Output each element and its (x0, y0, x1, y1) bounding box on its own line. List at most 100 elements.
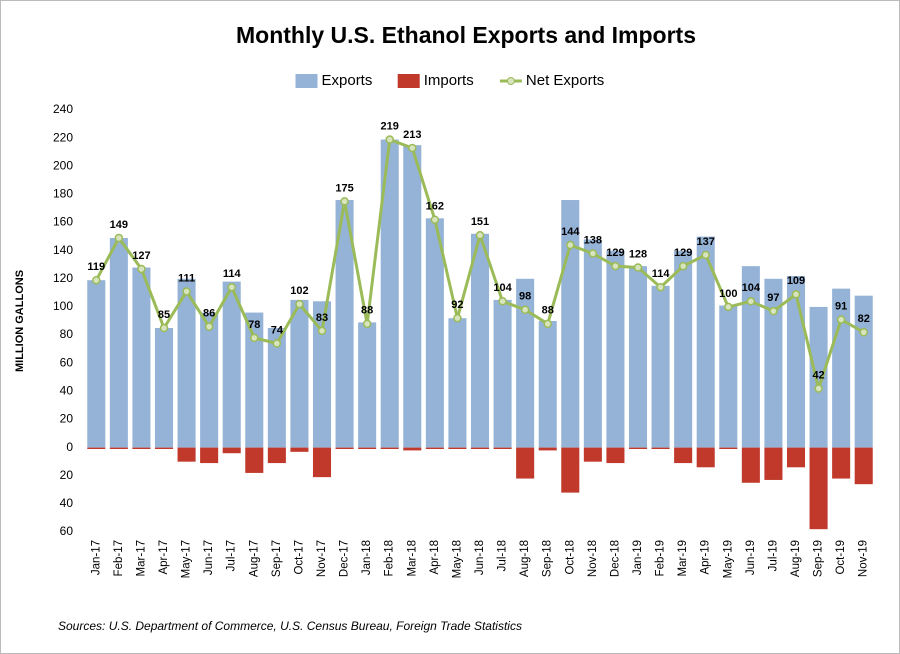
data-label: 82 (858, 313, 870, 325)
point (204, 322, 214, 331)
point (836, 315, 846, 324)
y-tick-label: 200 (53, 158, 73, 172)
bar (335, 447, 354, 450)
x-tick-label: Nov-18 (587, 540, 599, 577)
x-tick-label: Apr-17 (158, 540, 170, 575)
bar (470, 233, 490, 448)
bar (312, 447, 332, 478)
bar (154, 447, 174, 450)
bar (448, 318, 467, 448)
x-tick-label: Apr-18 (429, 540, 441, 575)
point (678, 261, 688, 271)
legend-label: Imports (424, 72, 474, 89)
bar (380, 447, 399, 450)
bar (154, 328, 174, 448)
point (408, 143, 417, 153)
point (656, 282, 665, 292)
bar (832, 288, 851, 448)
y-tick-label: 220 (53, 130, 73, 144)
bar (132, 267, 151, 448)
x-tick-label: Feb-19 (655, 540, 667, 576)
data-label: 129 (606, 247, 624, 259)
y-tick-label: 120 (53, 271, 73, 285)
x-tick-label: Sep-17 (271, 540, 283, 577)
legend-label: Net Exports (526, 72, 604, 89)
data-label: 114 (652, 268, 671, 280)
bar (809, 447, 828, 530)
point (227, 282, 236, 292)
x-tick-label: Oct-18 (564, 540, 576, 575)
point (317, 326, 327, 336)
data-label: 98 (519, 291, 531, 303)
bar (583, 239, 602, 448)
y-tick-label: 160 (53, 215, 73, 229)
bar (425, 218, 444, 448)
point (498, 297, 507, 306)
bar (809, 306, 828, 448)
bar (358, 322, 377, 448)
data-label: 74 (271, 324, 284, 336)
point (791, 290, 801, 299)
point (295, 299, 304, 309)
legend-label: Exports (322, 72, 373, 89)
y-tick-label: 240 (53, 102, 73, 116)
bar (493, 299, 512, 448)
data-label: 128 (629, 248, 647, 260)
point (272, 339, 282, 348)
x-tick-label: Jun-19 (745, 540, 757, 575)
bar (222, 447, 241, 454)
x-tick-label: Aug-18 (519, 540, 531, 577)
bar (832, 447, 851, 479)
bar (786, 447, 806, 468)
legend-swatch (295, 74, 318, 88)
bar (245, 447, 264, 473)
x-tick-label: Mar-19 (677, 540, 689, 576)
x-tick-label: Mar-17 (135, 540, 147, 576)
legend-swatch (506, 77, 515, 85)
data-label: 83 (316, 312, 328, 324)
point (385, 135, 394, 144)
bar (493, 447, 512, 450)
bar (651, 447, 670, 450)
legend: Exports Imports Net Exports (295, 72, 604, 89)
data-label: 219 (381, 120, 399, 132)
data-label: 78 (248, 319, 260, 331)
x-tick-label: Oct-17 (293, 540, 305, 575)
point (859, 328, 868, 337)
point (182, 287, 191, 296)
y-tick-label: 60 (60, 355, 74, 369)
y-tick-label: 180 (53, 187, 73, 201)
bar (561, 447, 580, 493)
bar (764, 447, 783, 480)
bar (222, 281, 241, 448)
x-tick-label: Jul-17 (226, 540, 238, 571)
y-tick-label: 60 (60, 524, 74, 538)
x-tick-label: May-19 (722, 540, 734, 578)
bar (380, 139, 399, 448)
data-label: 129 (674, 247, 692, 259)
point (137, 264, 146, 274)
bar (267, 328, 286, 448)
bar (741, 447, 760, 483)
point (769, 306, 778, 316)
bar (245, 312, 264, 448)
point (588, 249, 598, 258)
point (611, 261, 620, 271)
bar (696, 236, 715, 448)
bar (538, 447, 557, 451)
x-tick-label: Jun-17 (203, 540, 215, 575)
y-tick-label: 0 (66, 440, 73, 454)
data-label: 114 (223, 268, 242, 280)
bar (516, 278, 535, 448)
point (633, 263, 643, 272)
data-label: 151 (471, 216, 489, 228)
bar (109, 447, 128, 450)
bar (200, 447, 219, 464)
point (159, 323, 169, 333)
x-tick-label: Apr-19 (700, 540, 712, 575)
data-label: 88 (361, 305, 373, 317)
data-label: 111 (178, 272, 195, 284)
data-label: 88 (542, 305, 554, 317)
x-tick-label: May-18 (451, 540, 463, 578)
